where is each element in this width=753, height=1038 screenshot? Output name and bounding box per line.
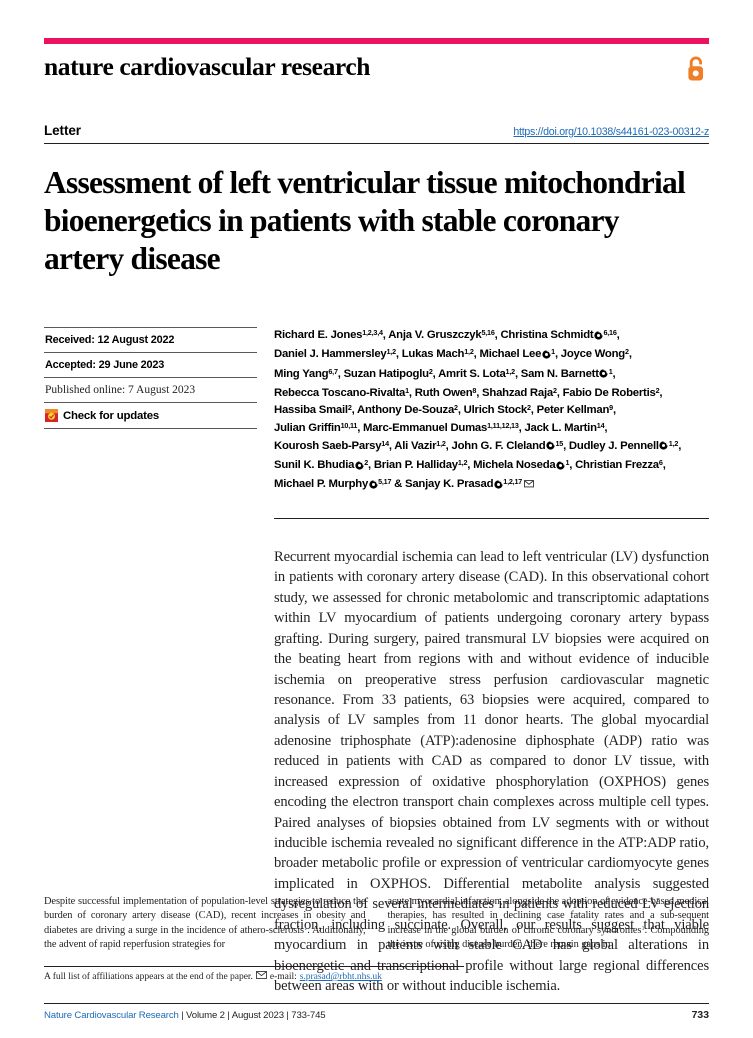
accepted-date: Accepted: 29 June 2023 (44, 353, 257, 379)
page-number: 733 (691, 1010, 709, 1021)
crossmark-icon (45, 409, 58, 423)
envelope-icon[interactable] (524, 477, 535, 495)
orcid-icon[interactable] (542, 348, 551, 366)
article-type-row: Letter https://doi.org/10.1038/s44161-02… (44, 123, 709, 144)
author-line: Hassiba Smail2, Anthony De-Souza2, Ulric… (274, 403, 616, 417)
abstract-section: Recurrent myocardial ischemia can lead t… (274, 518, 709, 996)
footer-citation: Nature Cardiovascular Research | Volume … (44, 1010, 326, 1021)
body-column-left: Despite successful implementation of pop… (44, 895, 366, 952)
author-line: Sunil K. Bhudia 2, Brian P. Halliday1,2, … (274, 458, 666, 471)
envelope-icon (256, 971, 267, 982)
masthead: nature cardiovascular research (44, 52, 709, 88)
affiliation-note: A full list of affiliations appears at t… (44, 966, 464, 982)
author-list: Richard E. Jones1,2,3,4, Anja V. Gruszcz… (274, 327, 709, 495)
authors-and-abstract-column: Richard E. Jones1,2,3,4, Anja V. Gruszcz… (257, 327, 709, 1011)
citation-ref[interactable]: 1 (641, 924, 645, 932)
orcid-icon[interactable] (599, 367, 609, 385)
author-line: Richard E. Jones1,2,3,4, Anja V. Gruszcz… (274, 328, 620, 341)
publication-dates: Received: 12 August 2022 Accepted: 29 Ju… (44, 327, 257, 430)
article-head-columns: Received: 12 August 2022 Accepted: 29 Ju… (44, 327, 709, 1011)
author-line: Rebecca Toscano-Rivalta1, Ruth Owen8, Sh… (274, 385, 663, 399)
orcid-icon[interactable] (355, 459, 364, 477)
orcid-icon[interactable] (494, 478, 503, 496)
open-access-icon (685, 55, 707, 88)
check-for-updates[interactable]: Check for updates (44, 403, 257, 430)
orcid-icon[interactable] (594, 329, 603, 347)
body-left-text-pre: Despite successful implementation of pop… (44, 896, 366, 936)
footer-volume-info: | Volume 2 | August 2023 | 733-745 (181, 1010, 326, 1021)
orcid-icon[interactable] (546, 439, 555, 457)
page-footer: Nature Cardiovascular Research | Volume … (44, 1003, 709, 1021)
author-line: Michael P. Murphy 5,17 & Sanjay K. Prasad… (274, 477, 535, 490)
orcid-icon[interactable] (556, 459, 565, 477)
published-date: Published online: 7 August 2023 (44, 378, 257, 404)
author-line: Kourosh Saeb-Parsy14, Ali Vazir1,2, John… (274, 439, 681, 452)
body-column-right: acute myocardial infarction, alongside t… (388, 895, 710, 952)
author-line: Julian Griffin10,11, Marc-Emmanuel Dumas… (274, 421, 608, 435)
metadata-column: Received: 12 August 2022 Accepted: 29 Ju… (44, 327, 257, 1011)
body-right-text-post: . Compounding the issue of rising diseas… (387, 924, 710, 950)
email-label: e-mail: (269, 971, 297, 982)
journal-name: nature cardiovascular research (44, 52, 371, 81)
received-date: Received: 12 August 2022 (44, 328, 257, 354)
body-columns: Despite successful implementation of pop… (44, 895, 709, 952)
body-left-text-post: . Additionally, the advent of rapid repe… (44, 924, 366, 950)
check-for-updates-label: Check for updates (63, 409, 159, 422)
author-line: Daniel J. Hammersley1,2, Lukas Mach1,2, … (274, 347, 632, 360)
doi-link[interactable]: https://doi.org/10.1038/s44161-023-00312… (513, 126, 709, 138)
article-page: nature cardiovascular research Letter ht… (0, 38, 753, 1038)
body-right-text-pre: acute myocardial infarction, alongside t… (387, 896, 710, 936)
page-title: Assessment of left ventricular tissue mi… (44, 165, 686, 277)
author-line: Ming Yang6,7, Suzan Hatipoglu2, Amrit S.… (274, 367, 616, 380)
citation-ref[interactable]: 1 (304, 924, 308, 932)
footer-journal-name: Nature Cardiovascular Research (44, 1010, 179, 1021)
article-type-label: Letter (44, 123, 81, 138)
orcid-icon[interactable] (368, 478, 378, 496)
email-link[interactable]: s.prasad@rbht.nhs.uk (299, 971, 382, 982)
abstract-text: Recurrent myocardial ischemia can lead t… (274, 548, 709, 995)
orcid-icon[interactable] (659, 439, 669, 457)
affiliation-note-text: A full list of affiliations appears at t… (44, 971, 253, 982)
journal-brand-bar (44, 38, 709, 44)
